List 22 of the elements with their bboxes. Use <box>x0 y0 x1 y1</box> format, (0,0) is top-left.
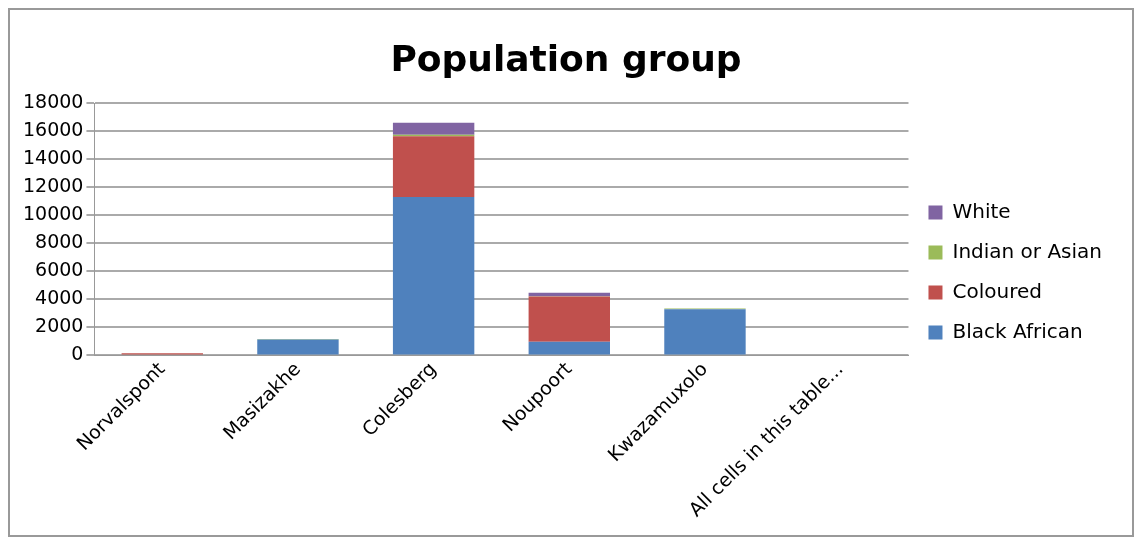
y-tick-label: 14000 <box>22 146 84 169</box>
bar <box>257 339 339 355</box>
bar <box>528 296 610 342</box>
y-tick-label: 4000 <box>35 286 84 309</box>
y-tick-label: 6000 <box>35 258 84 281</box>
legend-label: Indian or Asian <box>952 238 1103 263</box>
y-tick-label: 12000 <box>22 174 84 197</box>
legend-label: White <box>952 198 1011 223</box>
bar <box>664 309 746 355</box>
chart-title: Population group <box>390 37 742 79</box>
legend-label: Black African <box>952 318 1083 343</box>
bar <box>528 341 610 355</box>
y-tick-label: 2000 <box>35 314 84 337</box>
bar <box>392 136 475 198</box>
y-tick-label: 8000 <box>35 230 84 253</box>
bar <box>392 197 475 355</box>
bar <box>392 122 475 135</box>
y-tick-label: 10000 <box>22 202 84 225</box>
y-tick-label: 18000 <box>22 90 84 113</box>
legend-label: Coloured <box>952 278 1042 303</box>
y-tick-label: 16000 <box>22 118 84 141</box>
y-tick-label: 0 <box>71 342 84 365</box>
